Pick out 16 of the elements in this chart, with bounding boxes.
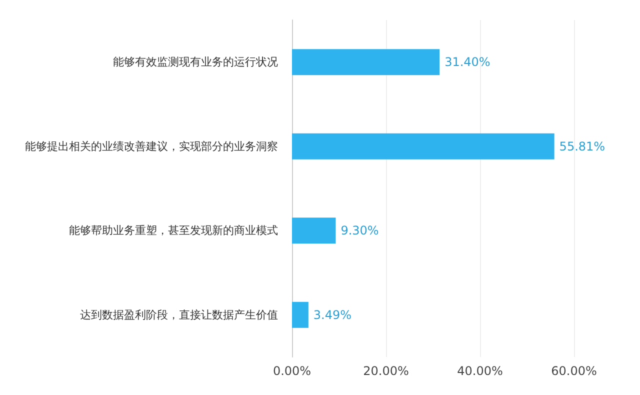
bar [292, 49, 440, 76]
y-tick-label: 能够提出相关的业绩改善建议，实现部分的业务洞察 [25, 140, 278, 153]
x-tick-label: 0.00% [272, 364, 312, 378]
x-tick-label: 60.00% [551, 364, 597, 378]
x-tick-label: 40.00% [457, 364, 503, 378]
y-tick-label: 能够帮助业务重塑，甚至发现新的商业模式 [69, 224, 278, 238]
y-tick-label: 达到数据盈利阶段，直接让数据产生价值 [80, 308, 278, 322]
data-label: 9.30% [340, 224, 379, 238]
bar [292, 302, 308, 328]
bar [292, 218, 336, 244]
data-label: 31.40% [444, 55, 490, 70]
data-label: 55.81% [559, 139, 606, 154]
data-label: 3.49% [313, 308, 352, 322]
y-tick-label: 能够有效监测现有业务的运行状况 [113, 56, 278, 69]
x-tick-label: 20.00% [363, 364, 409, 378]
bar [292, 133, 554, 160]
